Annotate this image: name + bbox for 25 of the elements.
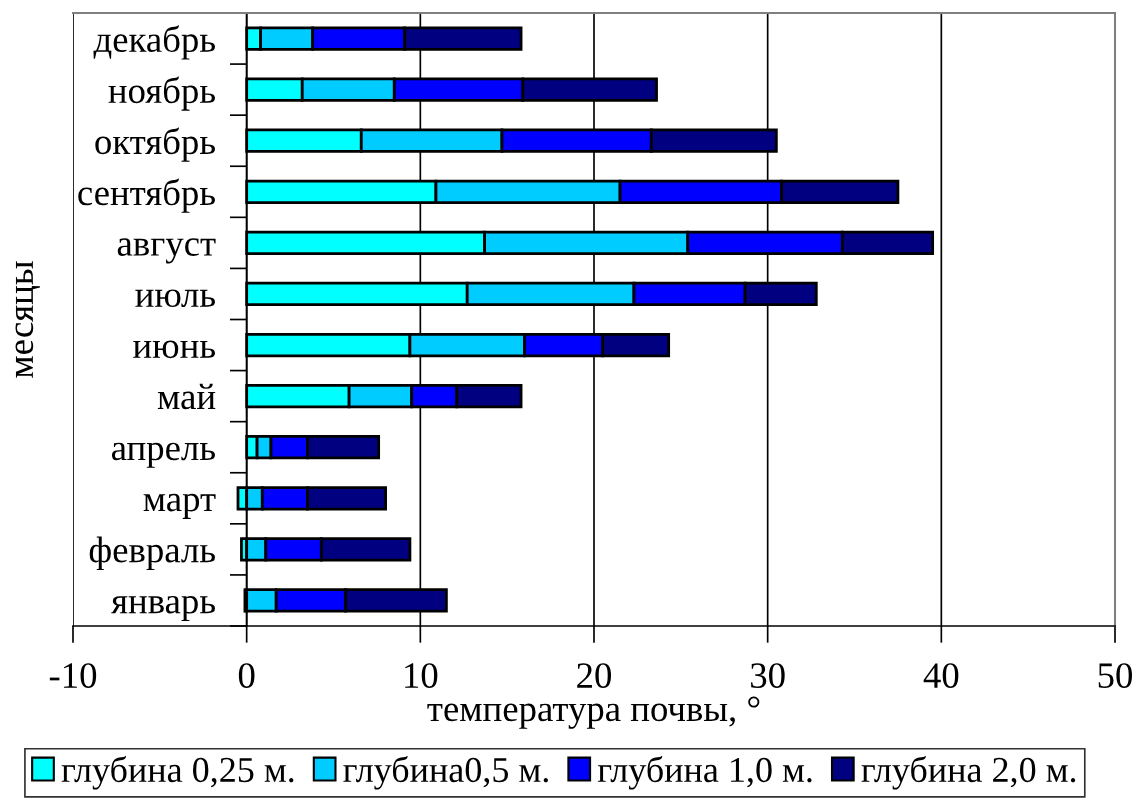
y-tick-label: июль <box>135 289 215 308</box>
y-tick-label: август <box>117 238 216 264</box>
y-tick-label: февраль <box>89 536 215 570</box>
y-tick-label: май <box>157 383 216 410</box>
y-tick-label: октябрь <box>95 127 215 162</box>
y-axis-title: месяцы <box>15 261 40 378</box>
y-tick-label: апрель <box>111 442 215 468</box>
legend-label: глубина 2,0 м. <box>861 755 1076 790</box>
x-tick-label: 50 <box>1098 663 1132 689</box>
x-tick-label: 10 <box>405 663 438 689</box>
legend-label: глубина 1,0 м. <box>597 755 812 790</box>
y-tick-label: март <box>143 493 216 519</box>
x-tick-label: -10 <box>49 663 97 689</box>
x-tick-label: 0 <box>238 663 255 689</box>
x-axis-title: температура почвы, ° <box>427 696 760 729</box>
y-tick-label: июнь <box>133 340 215 359</box>
y-tick-label: январь <box>111 595 215 622</box>
x-tick-label: 40 <box>923 663 959 689</box>
y-tick-label: декабрь <box>93 25 215 60</box>
legend-label: глубина0,5 м. <box>343 755 548 790</box>
y-tick-label: ноябрь <box>108 76 215 111</box>
x-tick-label: 20 <box>577 663 611 689</box>
x-tick-label: 30 <box>751 663 785 689</box>
legend-label: глубина 0,25 м. <box>61 755 294 790</box>
y-tick-label: сентябрь <box>78 178 215 213</box>
